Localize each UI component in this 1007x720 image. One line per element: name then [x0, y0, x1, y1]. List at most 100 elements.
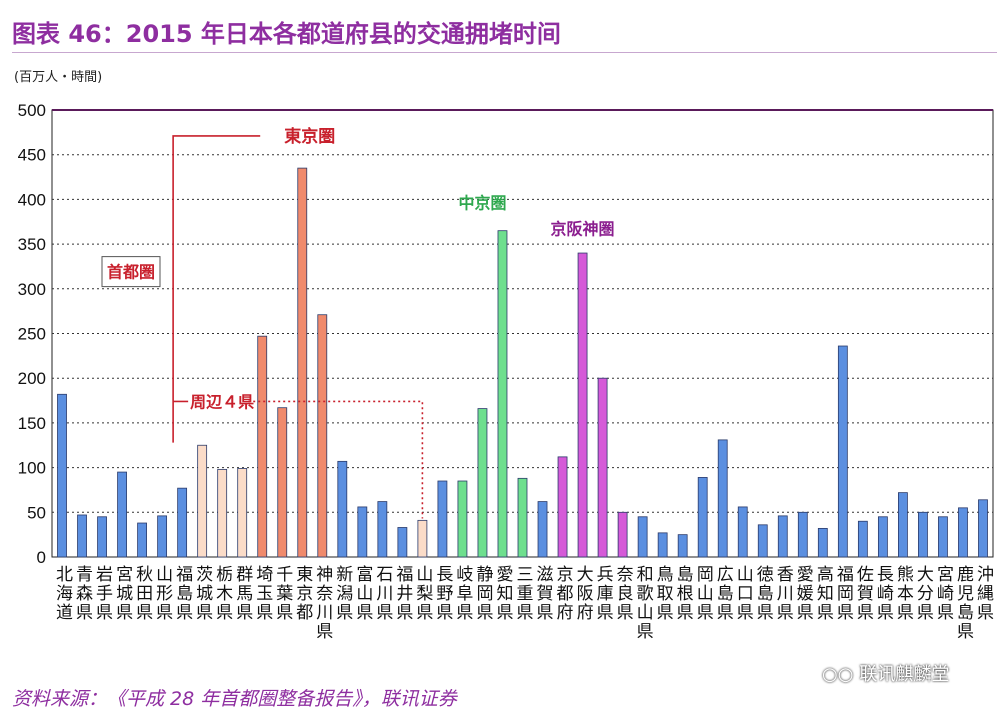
bar: [757, 524, 768, 558]
title-divider: [12, 52, 997, 53]
x-tick-label: 高知県: [813, 565, 834, 622]
x-tick-label: 長野県: [432, 565, 453, 622]
bar: [657, 532, 668, 558]
bar: [57, 393, 67, 558]
bar: [717, 439, 728, 558]
bar: [777, 515, 788, 558]
x-tick-label: 宮城県: [112, 565, 132, 622]
bar: [617, 511, 628, 558]
tokyo-area-connector: [172, 135, 261, 443]
x-tick-label: 熊本県: [893, 565, 914, 622]
x-tick-label: 埼玉県: [252, 565, 273, 622]
x-tick-label: 福島県: [172, 565, 193, 622]
bar: [918, 511, 928, 558]
x-tick-label: 沖縄県: [973, 565, 994, 622]
bar: [677, 534, 688, 558]
x-tick-label: 滋賀県: [533, 565, 554, 622]
bar: [197, 444, 208, 558]
x-tick-label: 東京都: [292, 565, 313, 622]
bar: [797, 511, 808, 558]
x-tick-label: 三重県: [513, 565, 534, 622]
bar: [597, 377, 608, 558]
bar: [457, 480, 468, 558]
x-tick-label: 群馬県: [232, 565, 253, 622]
y-tick-label: 50: [27, 503, 46, 522]
x-tick-label: 福井県: [392, 565, 413, 622]
x-tick-label: 京都府: [553, 565, 574, 622]
x-tick-label: 宮崎県: [933, 565, 954, 622]
y-tick-label: 500: [18, 101, 46, 120]
y-tick-label: 250: [18, 325, 46, 344]
watermark-text: 联讯麒麟堂: [859, 664, 950, 685]
x-tick-label: 千葉県: [272, 565, 293, 622]
x-tick-label: 和歌山県: [633, 565, 654, 641]
x-tick-label: 岩手県: [92, 565, 113, 622]
x-tick-label: 岐阜県: [452, 565, 473, 622]
x-tick-label: 徳島県: [753, 565, 774, 622]
x-tick-label: 石川県: [372, 565, 393, 622]
bar: [97, 516, 107, 558]
x-tick-label: 鳥取県: [653, 565, 674, 622]
bar: [137, 522, 147, 558]
bar: [317, 314, 328, 558]
bar: [237, 468, 248, 558]
bar: [898, 492, 908, 558]
bar: [537, 501, 548, 558]
x-tick-label: 福岡県: [833, 565, 854, 622]
capital-area-box: [101, 256, 161, 288]
bar: [817, 527, 828, 558]
x-tick-label: 神奈川県: [312, 565, 333, 641]
bar: [397, 527, 408, 558]
bar: [437, 480, 448, 558]
x-tick-label: 香川県: [773, 565, 794, 622]
x-tick-label: 奈良県: [613, 565, 634, 622]
x-tick-label: 秋田県: [132, 565, 153, 622]
keihanshin-area-label: 京阪神圏: [551, 219, 615, 238]
x-tick-label: 岡山県: [693, 565, 714, 622]
chukyo-area-label: 中京圏: [458, 193, 506, 212]
x-tick-label: 愛知県: [492, 565, 513, 622]
bar: [157, 515, 168, 558]
y-tick-label: 200: [18, 369, 46, 388]
y-tick-label: 350: [18, 235, 46, 254]
x-tick-label: 鹿児島県: [953, 565, 974, 641]
bar: [277, 407, 288, 558]
bar: [257, 335, 268, 558]
wechat-icon: ○○: [822, 664, 854, 685]
x-tick-label: 島根県: [673, 565, 694, 622]
x-tick-label: 愛媛県: [793, 565, 814, 622]
x-tick-label: 兵庫県: [593, 565, 614, 622]
bar: [517, 477, 528, 558]
y-tick-label: 100: [18, 459, 46, 478]
x-tick-label: 北海道: [52, 565, 72, 622]
y-tick-label: 400: [18, 190, 46, 209]
bar: [637, 516, 648, 558]
bar: [958, 507, 968, 558]
bar: [857, 520, 868, 558]
surrounding-label: 周辺４県: [190, 392, 254, 411]
x-tick-label: 静岡県: [472, 565, 493, 622]
bar: [337, 460, 348, 558]
bar: [557, 456, 568, 558]
x-tick-label: 栃木県: [212, 565, 233, 622]
x-tick-label: 広島県: [713, 565, 734, 622]
x-tick-label: 大阪府: [573, 565, 594, 622]
bar: [357, 506, 368, 558]
watermark: ○○ 联讯麒麟堂: [822, 660, 949, 686]
x-tick-label: 長崎県: [873, 565, 894, 622]
bar: [417, 519, 428, 558]
x-tick-label: 富山県: [352, 565, 373, 622]
x-tick-label: 茨城県: [192, 565, 213, 622]
x-tick-label: 大分県: [913, 565, 934, 622]
bar: [497, 230, 508, 558]
chart-title: 图表 46：2015 年日本各都道府县的交通拥堵时间: [12, 20, 561, 48]
x-tick-label: 山口県: [733, 565, 754, 622]
y-tick-label: 300: [18, 280, 46, 299]
bar: [978, 499, 988, 558]
x-tick-label: 佐賀県: [853, 565, 874, 622]
x-tick-label: 青森県: [72, 565, 93, 622]
bar: [117, 471, 127, 558]
x-tick-label: 山形県: [152, 565, 173, 622]
source-note: 资料来源：《平成 28 年首都圈整备报告》，联讯证券: [12, 688, 457, 710]
